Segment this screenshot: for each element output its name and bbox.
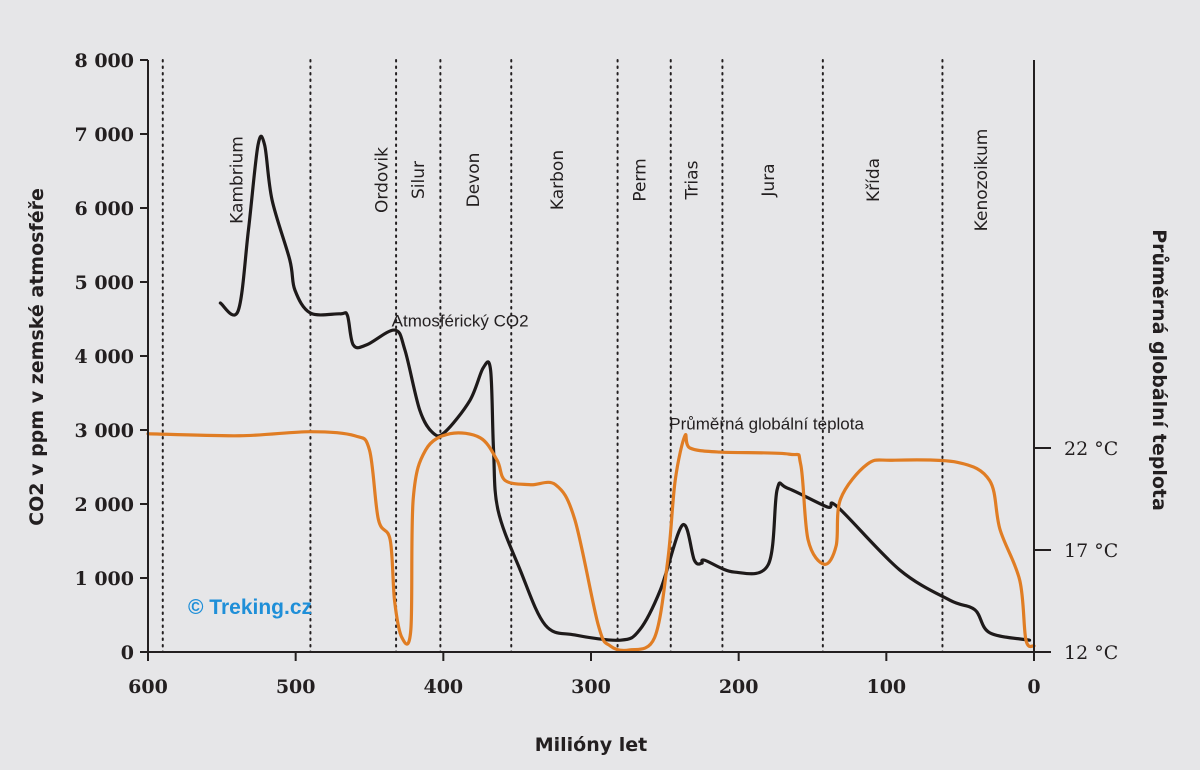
y-tick-label: 4 000 — [75, 346, 135, 368]
watermark: © Treking.cz — [188, 596, 312, 619]
x-tick-label: 300 — [571, 676, 611, 698]
period-label: Trias — [682, 160, 702, 200]
x-tick-label: 200 — [719, 676, 759, 698]
x-tick-label: 400 — [423, 676, 463, 698]
x-axis-label: Milióny let — [535, 734, 648, 756]
series-label: Atmosférický CO2 — [392, 311, 529, 330]
y-tick-label: 1 000 — [75, 568, 135, 590]
period-label: Ordovik — [372, 147, 392, 213]
x-tick-label: 600 — [128, 676, 168, 698]
y-tick-label: 6 000 — [75, 198, 135, 220]
y-tick-label: 3 000 — [75, 420, 135, 442]
co2-line — [218, 134, 1032, 642]
period-label: Kambrium — [228, 136, 248, 224]
y-tick-label: 2 000 — [75, 494, 135, 516]
y-tick-label: 8 000 — [75, 50, 135, 72]
period-label: Křída — [864, 158, 884, 202]
y-axis-label: CO2 v ppm v zemské atmosféře — [26, 188, 48, 526]
period-label: Karbon — [548, 150, 568, 210]
period-label: Silur — [409, 161, 429, 199]
y-tick-label: 7 000 — [75, 124, 135, 146]
x-tick-label: 500 — [276, 676, 316, 698]
temperature-line — [146, 430, 1036, 653]
y2-tick-label: 22 °C — [1064, 438, 1118, 460]
y-tick-label: 5 000 — [75, 272, 135, 294]
y2-tick-label: 17 °C — [1064, 540, 1118, 562]
period-label: Jura — [759, 163, 779, 197]
x-tick-label: 0 — [1027, 676, 1040, 698]
series-label: Průměrná globální teplota — [669, 415, 864, 434]
period-label: Perm — [631, 158, 651, 201]
y2-axis-label: Průměrná globální teplota — [1148, 229, 1171, 511]
y-tick-label: 0 — [121, 642, 134, 664]
x-tick-label: 100 — [866, 676, 906, 698]
period-label: Kenozoikum — [972, 129, 992, 232]
period-label: Devon — [464, 153, 484, 208]
y2-tick-label: 12 °C — [1064, 642, 1118, 664]
